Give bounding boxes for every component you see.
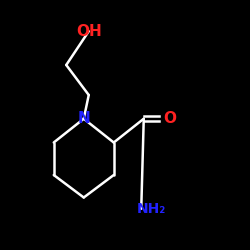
Text: O: O [164, 111, 176, 126]
Text: NH₂: NH₂ [136, 202, 166, 216]
Text: OH: OH [76, 24, 102, 39]
Text: N: N [78, 111, 90, 126]
